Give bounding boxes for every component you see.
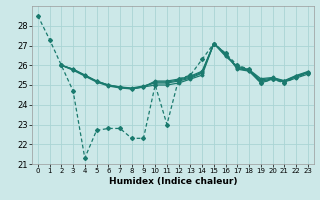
X-axis label: Humidex (Indice chaleur): Humidex (Indice chaleur) [108, 177, 237, 186]
